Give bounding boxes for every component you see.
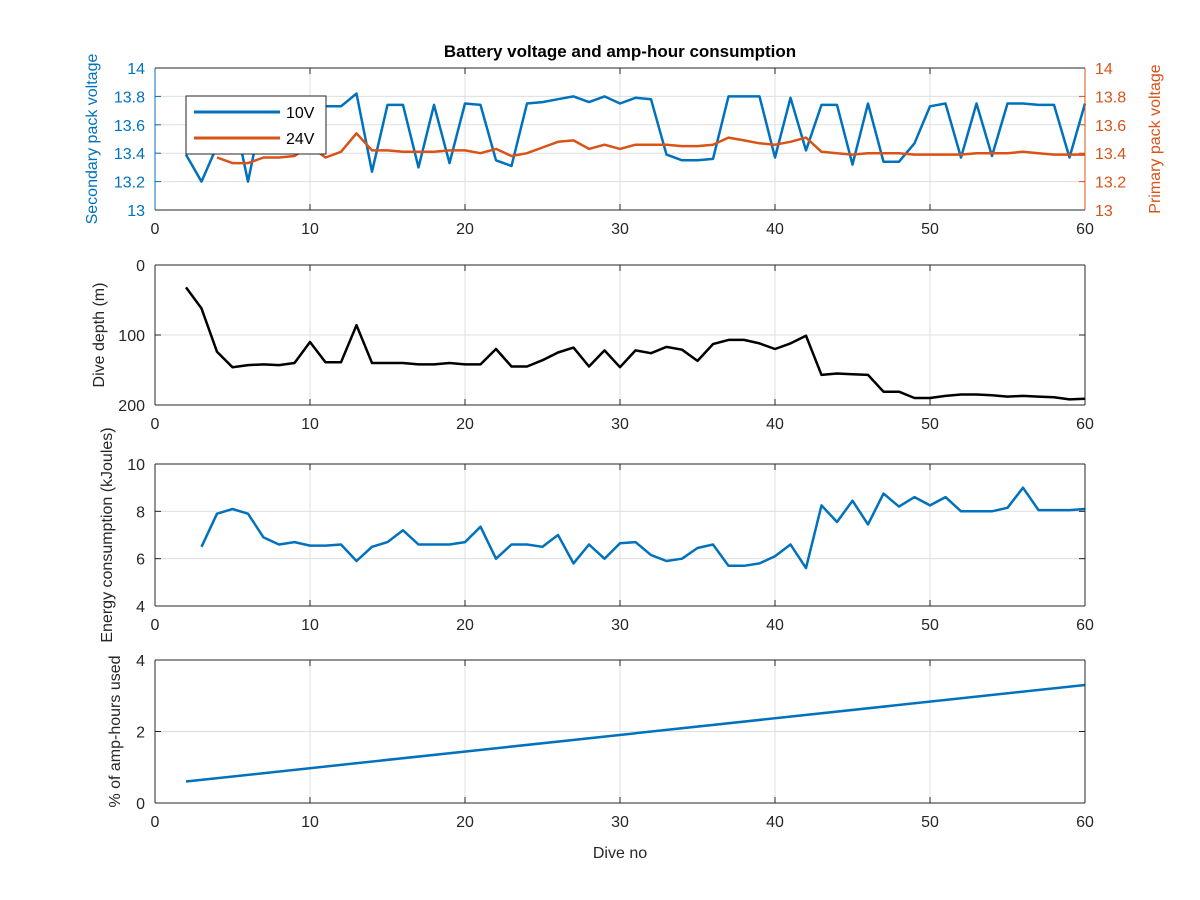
x-tick-label: 20 — [456, 814, 474, 831]
y-tick-label: 13.8 — [114, 89, 145, 106]
x-tick-label: 0 — [151, 814, 160, 831]
legend-label-10v: 10V — [286, 105, 315, 122]
y-right-tick-label: 13 — [1095, 203, 1113, 220]
y-right-tick-label: 13.6 — [1095, 118, 1126, 135]
y-tick-label: 14 — [127, 61, 145, 78]
y-tick-label: 0 — [136, 796, 145, 813]
x-tick-label: 40 — [766, 221, 784, 238]
y-tick-label: 6 — [136, 552, 145, 569]
x-axis-label: Dive no — [593, 845, 647, 862]
y-right-tick-label: 13.8 — [1095, 89, 1126, 106]
y-right-axis-label: Primary pack voltage — [1147, 64, 1164, 213]
y-tick-label: 0 — [136, 258, 145, 275]
y-axis-label: Secondary pack voltage — [84, 54, 101, 225]
y-tick-label: 13.4 — [114, 146, 145, 163]
series-line-p3 — [200, 486, 1086, 570]
x-tick-label: 30 — [611, 617, 629, 634]
x-tick-label: 10 — [301, 814, 319, 831]
x-tick-label: 40 — [766, 617, 784, 634]
x-tick-label: 60 — [1076, 221, 1094, 238]
y-tick-label: 200 — [118, 398, 145, 415]
x-tick-label: 60 — [1076, 814, 1094, 831]
x-tick-label: 10 — [301, 416, 319, 433]
y-tick-label: 2 — [136, 725, 145, 742]
y-tick-label: 13.2 — [114, 175, 145, 192]
subplot-3: 0 10 20 30 40 50 60 4 6 8 10 Energy consumption (kJ… — [99, 427, 1094, 642]
subplot-2: 0 10 20 30 40 50 60 0 100 200 Dive depth (m) — [91, 258, 1094, 433]
subplots: 0 10 20 30 40 50 601313.213.413.613.8141313.21… — [84, 54, 1164, 831]
x-tick-label: 50 — [921, 221, 939, 238]
x-tick-label: 20 — [456, 617, 474, 634]
subplot-4: 0 10 20 30 40 50 60 0 2 4 % of amp-hours used — [107, 653, 1094, 831]
x-tick-label: 50 — [921, 814, 939, 831]
y-tick-label: 13.6 — [114, 118, 145, 135]
series-line-p4 — [185, 683, 1086, 783]
x-tick-label: 10 — [301, 221, 319, 238]
x-tick-label: 30 — [611, 416, 629, 433]
legend-box — [185, 95, 327, 155]
x-tick-label: 0 — [151, 416, 160, 433]
y-tick-label: 10 — [127, 457, 145, 474]
x-tick-label: 0 — [151, 617, 160, 634]
x-tick-label: 60 — [1076, 416, 1094, 433]
legend: 10V 24V — [185, 95, 327, 155]
x-tick-label: 10 — [301, 617, 319, 634]
y-right-tick-label: 13.2 — [1095, 175, 1126, 192]
x-tick-label: 30 — [611, 814, 629, 831]
series-line-p2 — [184, 286, 1086, 401]
y-right-tick-label: 14 — [1095, 61, 1113, 78]
y-axis-label: Energy consumption (kJoules) — [99, 427, 116, 642]
x-tick-label: 50 — [921, 617, 939, 634]
y-tick-label: 4 — [136, 653, 145, 670]
y-tick-label: 13 — [127, 203, 145, 220]
figure-title: Battery voltage and amp-hour consumption — [444, 42, 796, 61]
subplot-1: 0 10 20 30 40 50 601313.213.413.613.8141313.21… — [84, 54, 1164, 238]
x-tick-label: 40 — [766, 416, 784, 433]
x-tick-label: 60 — [1076, 617, 1094, 634]
x-tick-label: 30 — [611, 221, 629, 238]
legend-label-24v: 24V — [286, 131, 315, 148]
y-tick-label: 100 — [118, 328, 145, 345]
y-tick-label: 4 — [136, 599, 145, 616]
x-tick-label: 20 — [456, 416, 474, 433]
x-tick-label: 40 — [766, 814, 784, 831]
series-line-24v — [216, 132, 1085, 165]
x-tick-label: 50 — [921, 416, 939, 433]
series-line-10v — [184, 92, 1087, 183]
y-right-tick-label: 13.4 — [1095, 146, 1126, 163]
x-tick-label: 0 — [151, 221, 160, 238]
x-tick-label: 20 — [456, 221, 474, 238]
y-axis-label: % of amp-hours used — [107, 655, 124, 807]
y-axis-label: Dive depth (m) — [91, 283, 108, 388]
y-tick-label: 8 — [136, 504, 145, 521]
